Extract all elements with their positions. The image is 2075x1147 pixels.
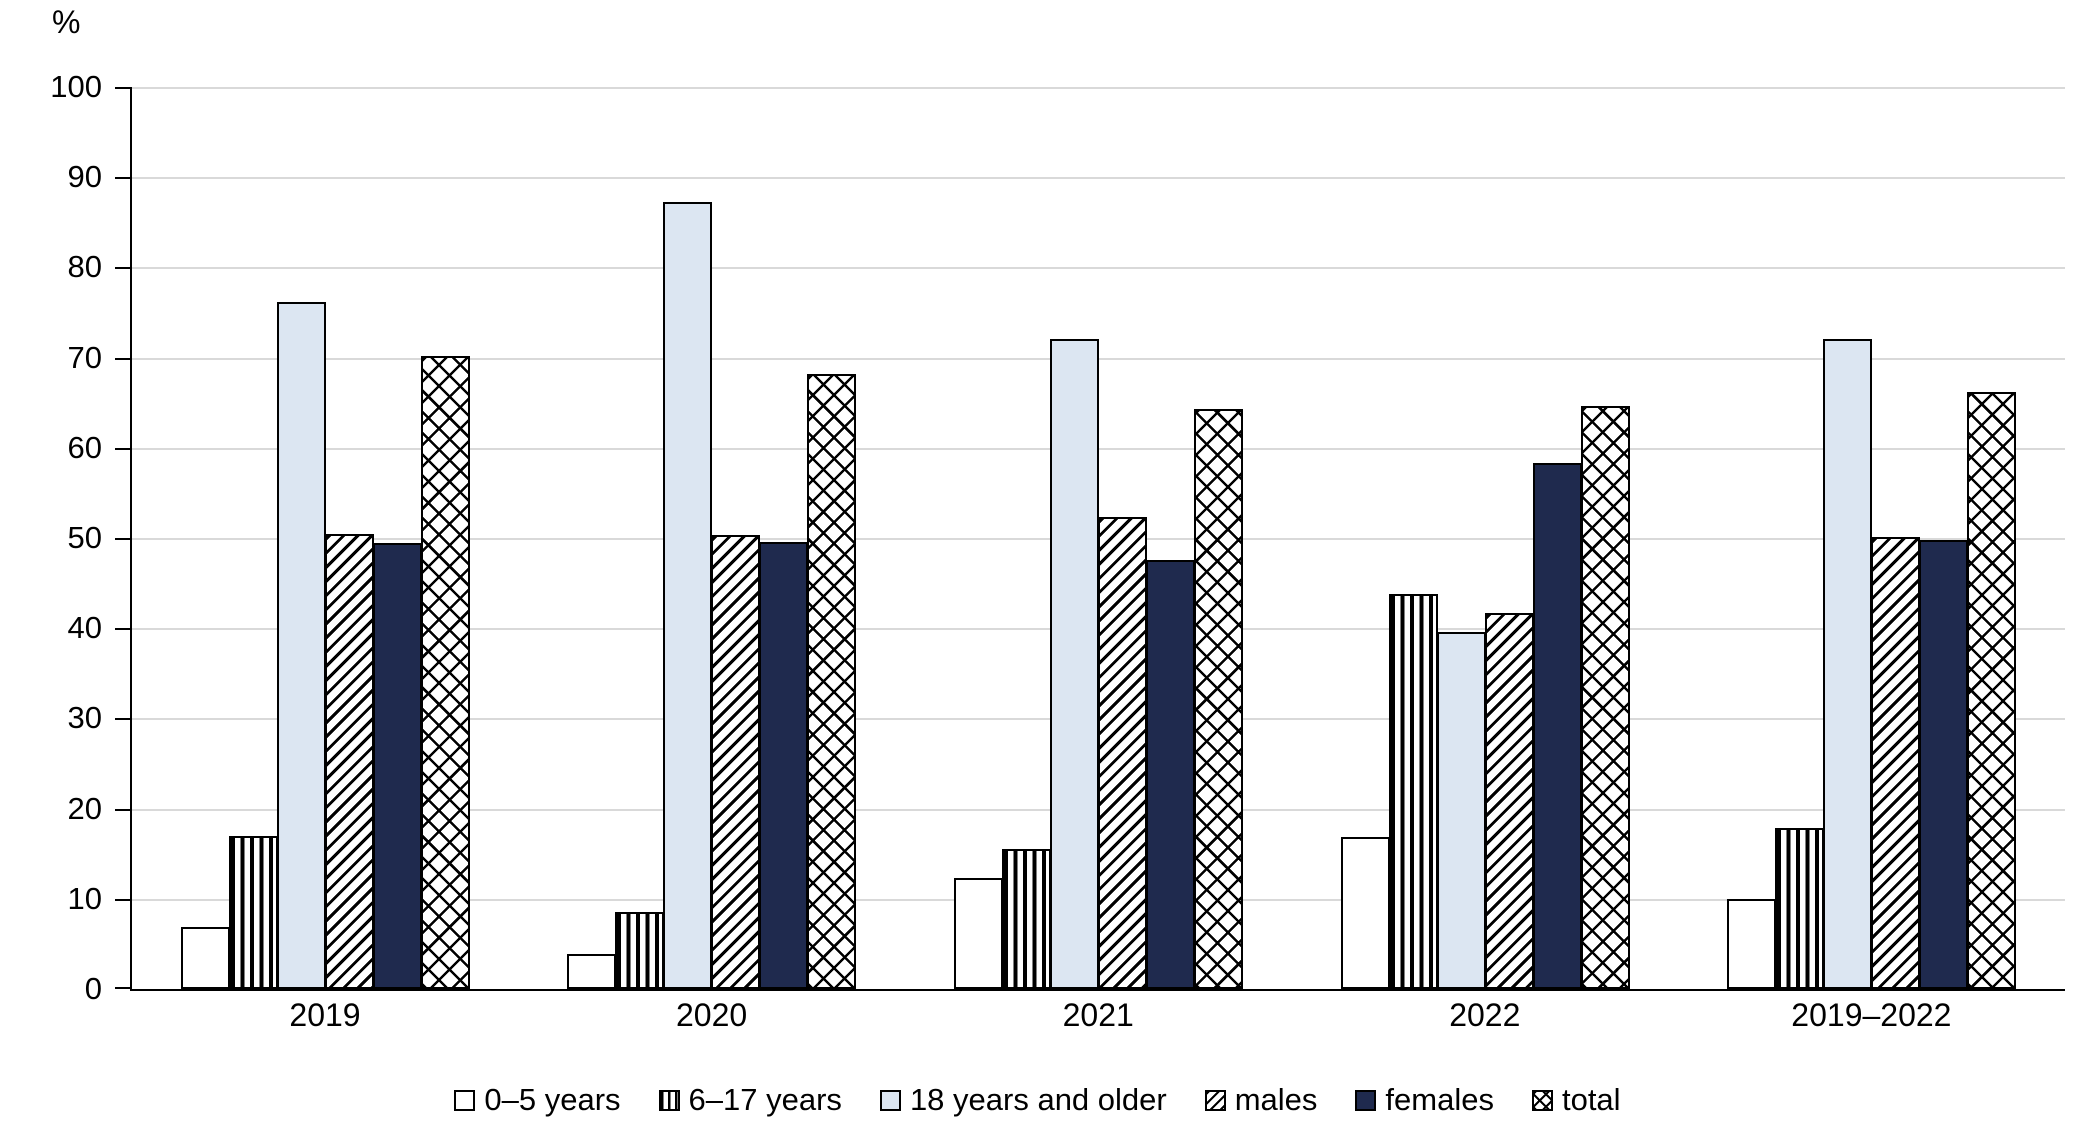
y-tick-label: 20	[67, 790, 102, 826]
bar	[1871, 537, 1921, 989]
bar	[1775, 828, 1825, 989]
legend-marker	[1204, 1089, 1226, 1111]
bar	[1388, 593, 1438, 989]
bar	[807, 373, 857, 989]
y-tick-mark	[115, 357, 130, 360]
y-tick-mark	[115, 718, 130, 721]
y-tick-mark	[115, 267, 130, 270]
category-label: 2020	[676, 997, 748, 1033]
legend-item: 6–17 years	[658, 1082, 842, 1118]
bar	[1532, 463, 1582, 989]
gridline	[132, 267, 2065, 270]
y-tick-label: 30	[67, 700, 102, 736]
legend-item: 0–5 years	[454, 1082, 621, 1118]
legend-label: total	[1561, 1082, 1621, 1117]
bar	[276, 301, 326, 989]
category-label: 2019–2022	[1791, 997, 1952, 1033]
plot-area: 0 10 20 30 40 50 60 70 80 90 100 2019 2020 2021 2022 20…	[50, 69, 2065, 1033]
y-tick-label: 90	[67, 159, 102, 195]
bar	[1967, 391, 2017, 989]
gridline	[132, 87, 2065, 89]
y-tick-label: 10	[67, 880, 102, 916]
y-tick-label: 0	[84, 971, 102, 1006]
bar	[1484, 612, 1534, 989]
legend-marker	[658, 1089, 680, 1111]
y-axis-unit-label: %	[52, 4, 81, 40]
y-tick-label: 50	[67, 520, 102, 555]
legend-item: males	[1204, 1082, 1318, 1118]
bar	[1194, 409, 1243, 989]
y-tick-label: 100	[50, 69, 102, 104]
legend-marker	[1531, 1089, 1553, 1111]
bar	[1002, 849, 1051, 989]
y-tick-label: 40	[67, 610, 102, 646]
bar	[567, 953, 617, 989]
category-label: 2022	[1449, 997, 1521, 1033]
bar	[1340, 837, 1390, 989]
legend-marker	[1355, 1089, 1377, 1111]
bar	[180, 926, 230, 989]
bar	[1146, 559, 1195, 989]
bar	[1098, 517, 1147, 989]
bar	[615, 912, 665, 989]
y-tick-mark	[115, 177, 130, 180]
legend-label: 18 years and older	[909, 1082, 1167, 1117]
gridline	[132, 177, 2065, 180]
y-tick-mark	[115, 538, 130, 540]
y-tick-mark	[115, 447, 130, 450]
bar	[1436, 631, 1486, 989]
category-label: 2021	[1062, 997, 1134, 1033]
y-tick-mark	[115, 87, 130, 89]
y-tick-label: 60	[67, 429, 102, 465]
legend-label: males	[1234, 1082, 1318, 1117]
bar	[663, 201, 713, 989]
bar	[228, 835, 278, 989]
legend-item: females	[1355, 1082, 1494, 1118]
bar	[954, 878, 1003, 989]
legend-marker	[879, 1089, 901, 1111]
legend-marker	[454, 1089, 476, 1111]
bar	[324, 534, 374, 989]
bar	[711, 535, 761, 989]
bar	[1050, 338, 1099, 989]
y-tick-label: 80	[67, 249, 102, 285]
legend-label: females	[1385, 1082, 1494, 1117]
y-tick-mark	[115, 987, 130, 989]
legend-label: 6–17 years	[688, 1082, 842, 1117]
category-label: 2019	[289, 997, 361, 1033]
bar	[1823, 338, 1873, 989]
bar	[1919, 539, 1969, 989]
legend-item: total	[1531, 1082, 1621, 1118]
y-tick-mark	[115, 628, 130, 631]
bar	[1727, 898, 1777, 989]
y-tick-mark	[115, 808, 130, 811]
bar	[759, 541, 809, 989]
bar	[1580, 406, 1630, 989]
y-tick-mark	[115, 898, 130, 901]
legend: 0–5 years 6–17 years 18 years and older mal…	[0, 1076, 2075, 1124]
y-tick-label: 70	[67, 339, 102, 375]
bar	[420, 355, 470, 989]
legend-item: 18 years and older	[879, 1082, 1167, 1118]
bar	[372, 542, 422, 989]
legend-label: 0–5 years	[484, 1082, 621, 1117]
